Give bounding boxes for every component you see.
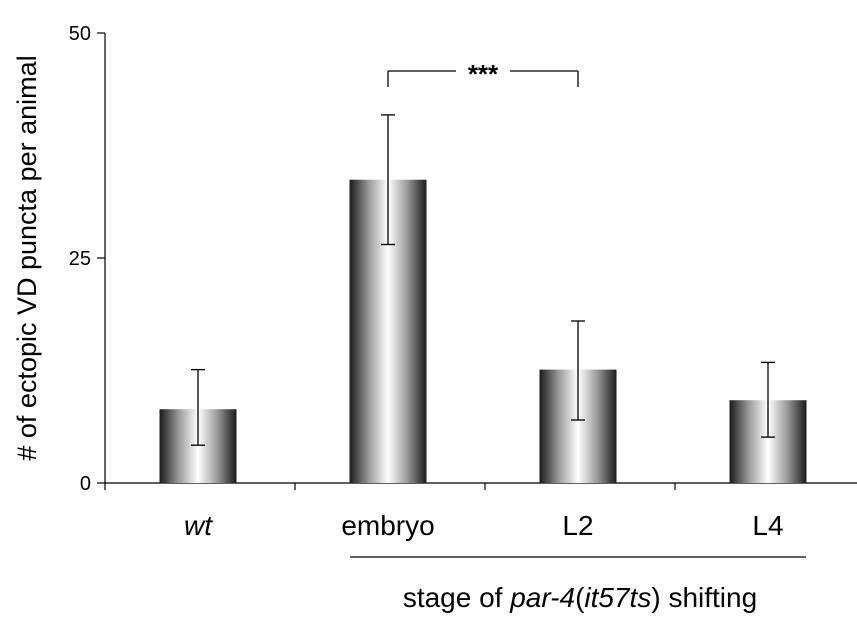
error-bar (761, 361, 775, 438)
labels: 0 25 50 wt embryo L2 L4 # of ectopic VD puncta … (12, 23, 784, 613)
y-tick-label: 0 (80, 473, 91, 495)
x-tick-label: embryo (341, 510, 434, 541)
group-bracket-label: stage of par-4(it57ts) shifting (403, 582, 757, 613)
y-tick-label: 50 (69, 23, 91, 45)
error-bar (191, 368, 205, 446)
error-bars (191, 114, 775, 446)
significance-label: *** (468, 59, 499, 89)
x-tick-label: wt (184, 510, 213, 541)
error-bar (381, 114, 395, 246)
y-axis-label: # of ectopic VD puncta per animal (12, 55, 42, 460)
y-tick-label: 25 (69, 248, 91, 270)
x-tick-label: L2 (562, 510, 593, 541)
x-tick-label: L4 (752, 510, 783, 541)
bars (159, 179, 807, 483)
error-bar (571, 320, 585, 421)
significance-bracket (387, 70, 579, 87)
